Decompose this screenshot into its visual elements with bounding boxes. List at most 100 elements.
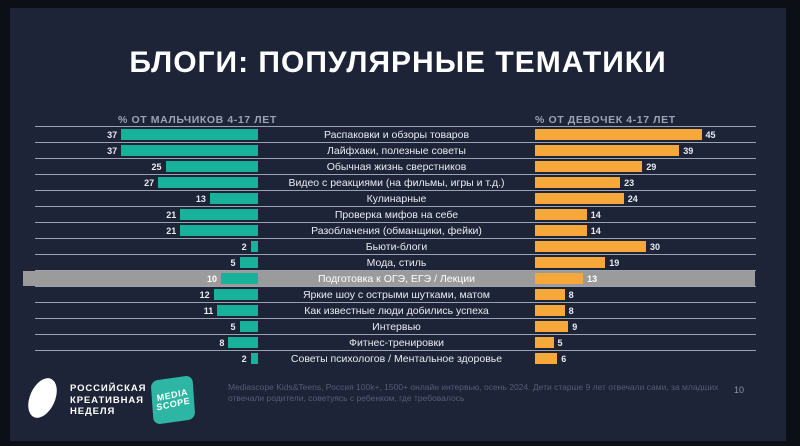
chart-row: 2 Советы психологов / Ментальное здоровье… (35, 351, 756, 366)
category-label: Проверка мифов на себе (334, 208, 459, 221)
category-label: Бьюти-блоги (365, 240, 428, 253)
girls-value-label: 14 (590, 209, 601, 220)
girls-bar-cell: 6 (535, 351, 756, 366)
girls-value-label: 45 (705, 129, 716, 140)
page-number: 10 (733, 385, 744, 395)
girls-value-label: 5 (557, 337, 563, 348)
boys-value-label: 27 (144, 177, 155, 188)
category-cell: Разоблачения (обманщики, фейки) (258, 223, 535, 238)
chart-row: 2 Бьюти-блоги 30 (35, 239, 756, 255)
chart-row: 5 Интервью 9 (35, 319, 756, 335)
category-cell: Бьюти-блоги (258, 239, 535, 254)
boys-bar-cell: 5 (35, 319, 258, 334)
chart-row: 37 Распаковки и обзоры товаров 45 (35, 127, 756, 143)
boys-bar (239, 321, 258, 332)
girls-value-label: 13 (587, 273, 598, 284)
boys-bar (221, 273, 258, 284)
girls-bar (535, 161, 643, 172)
russian-creative-week-logo-icon (22, 373, 63, 423)
category-cell: Мода, стиль (258, 255, 535, 270)
girls-value-label: 8 (568, 305, 574, 316)
boys-bar (228, 337, 258, 348)
mediascope-logo-icon: MEDIA SCOPE (150, 375, 196, 425)
girls-value-label: 6 (561, 353, 567, 364)
girls-bar-cell: 24 (535, 191, 756, 206)
girls-bar (535, 241, 646, 252)
chart-row: 21 Проверка мифов на себе 14 (35, 207, 756, 223)
girls-value-label: 29 (646, 161, 657, 172)
chart-row: 25 Обычная жизнь сверстников 29 (35, 159, 756, 175)
boys-bar-cell: 5 (35, 255, 258, 270)
chart-row: 8 Фитнес-тренировки 5 (35, 335, 756, 351)
boys-value-label: 37 (107, 145, 118, 156)
category-cell: Лайфхаки, полезные советы (258, 143, 535, 158)
girls-value-label: 9 (572, 321, 578, 332)
girls-bar (535, 353, 558, 364)
source-footnote: Mediascope Kids&Teens, Россия 100k+, 150… (228, 382, 719, 403)
boys-bar (180, 225, 258, 236)
boys-bar-cell: 37 (35, 143, 258, 158)
boys-bar-cell: 11 (35, 303, 258, 318)
category-label: Разоблачения (обманщики, фейки) (311, 224, 482, 237)
category-label: Обычная жизнь сверстников (326, 160, 467, 173)
chart-row: 12 Яркие шоу с острыми шутками, матом 8 (35, 287, 756, 303)
category-label: Мода, стиль (366, 256, 427, 269)
chart-row: 27 Видео с реакциями (на фильмы, игры и т… (35, 175, 756, 191)
boys-column-header: % ОТ МАЛЬЧИКОВ 4-17 ЛЕТ (118, 114, 277, 126)
boys-bar-cell: 10 (35, 271, 258, 286)
boys-value-label: 11 (203, 305, 214, 316)
category-cell: Распаковки и обзоры товаров (258, 127, 535, 142)
girls-bar (535, 305, 565, 316)
boys-bar-cell: 8 (35, 335, 258, 350)
girls-bar (535, 257, 606, 268)
boys-bar-cell: 37 (35, 127, 258, 142)
category-label: Фитнес-тренировки (349, 336, 444, 349)
boys-bar-cell: 21 (35, 223, 258, 238)
boys-bar (180, 209, 258, 220)
boys-value-label: 37 (107, 129, 118, 140)
boys-bar-cell: 13 (35, 191, 258, 206)
category-cell: Советы психологов / Ментальное здоровье (258, 351, 535, 366)
girls-bar-cell: 9 (535, 319, 756, 334)
chart-rows: 37 Распаковки и обзоры товаров 45 37 Лайфхак… (23, 127, 756, 366)
boys-bar (217, 305, 258, 316)
category-cell: Фитнес-тренировки (258, 335, 535, 350)
girls-bar-cell: 29 (535, 159, 756, 174)
boys-bar-cell: 12 (35, 287, 258, 302)
girls-value-label: 14 (590, 225, 601, 236)
boys-value-label: 8 (219, 337, 225, 348)
category-cell: Обычная жизнь сверстников (258, 159, 535, 174)
girls-value-label: 24 (627, 193, 638, 204)
chart-row: 10 Подготовка к ОГЭ, ЕГЭ / Лекции 13 (23, 271, 756, 287)
boys-value-label: 2 (241, 241, 247, 252)
boys-bar (209, 193, 258, 204)
chart-row: 13 Кулинарные 24 (35, 191, 756, 207)
girls-bar-cell: 8 (535, 303, 756, 318)
category-cell: Кулинарные (258, 191, 535, 206)
girls-bar-cell: 45 (535, 127, 756, 142)
boys-bar (239, 257, 258, 268)
girls-column-header: % ОТ ДЕВОЧЕК 4-17 ЛЕТ (535, 114, 676, 126)
category-cell: Интервью (258, 319, 535, 334)
category-label: Лайфхаки, полезные советы (327, 144, 466, 157)
girls-value-label: 39 (683, 145, 694, 156)
girls-bar (535, 337, 554, 348)
page-title: БЛОГИ: ПОПУЛЯРНЫЕ ТЕМАТИКИ (129, 46, 667, 79)
girls-bar-cell: 13 (535, 271, 756, 286)
girls-bar (535, 193, 624, 204)
boys-bar-cell: 27 (35, 175, 258, 190)
boys-bar-cell: 2 (35, 239, 258, 254)
russian-creative-week-logo-text: РОССИЙСКАЯ КРЕАТИВНАЯ НЕДЕЛЯ (70, 383, 147, 417)
category-cell: Яркие шоу с острыми шутками, матом (258, 287, 535, 302)
boys-bar (165, 161, 258, 172)
boys-bar (213, 289, 258, 300)
boys-bar-cell: 25 (35, 159, 258, 174)
boys-bar (250, 241, 258, 252)
girls-bar (535, 209, 587, 220)
boys-value-label: 10 (206, 273, 217, 284)
girls-bar-cell: 14 (535, 223, 756, 238)
category-label: Советы психологов / Ментальное здоровье (290, 352, 503, 365)
category-label: Распаковки и обзоры товаров (323, 128, 470, 141)
chart-row: 11 Как известные люди добились успеха 8 (35, 303, 756, 319)
chart-row: 21 Разоблачения (обманщики, фейки) 14 (35, 223, 756, 239)
